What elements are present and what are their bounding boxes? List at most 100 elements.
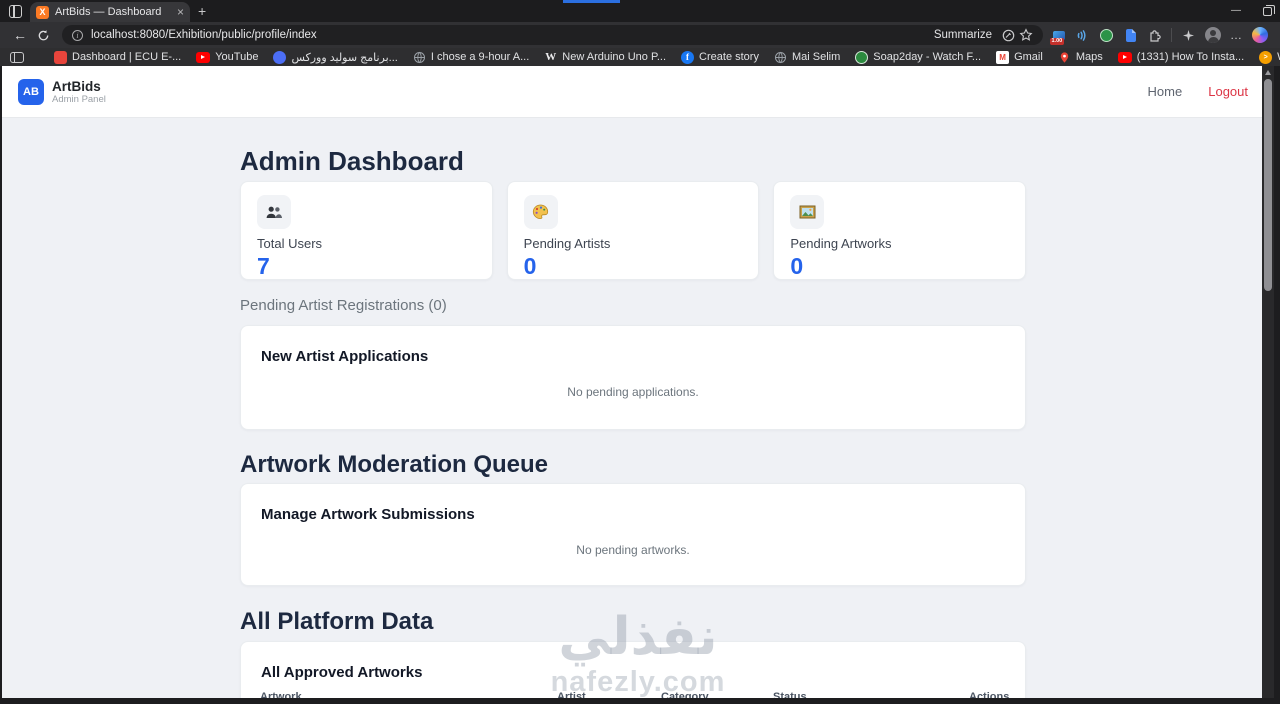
restore-button[interactable] bbox=[1263, 4, 1275, 16]
download-manager-extension-icon[interactable]: 1.00 bbox=[1050, 28, 1066, 45]
app-name: ArtBids bbox=[52, 78, 101, 94]
users-icon bbox=[257, 195, 291, 229]
bookmarks-bar: Dashboard | ECU E-... YouTube برنامج سول… bbox=[0, 48, 1280, 66]
new-tab-button[interactable]: + bbox=[198, 3, 207, 19]
bookmark-item[interactable]: Mai Selim bbox=[774, 51, 840, 64]
adblock-extension-icon[interactable] bbox=[1099, 28, 1114, 43]
palette-icon bbox=[523, 195, 558, 229]
stat-value: 0 bbox=[523, 253, 537, 279]
new-artist-applications-card: New Artist Applications No pending appli… bbox=[240, 325, 1026, 430]
section-title-platform-data: All Platform Data bbox=[240, 608, 434, 635]
empty-state-text: No pending artworks. bbox=[576, 543, 690, 557]
site-info-icon[interactable]: i bbox=[72, 29, 83, 41]
extensions-cluster: 1.00 … bbox=[1050, 27, 1272, 45]
side-panel-icon[interactable] bbox=[10, 51, 24, 63]
watch-favicon: > bbox=[1259, 50, 1273, 64]
stat-label: Pending Artworks bbox=[790, 236, 892, 251]
card-title: All Approved Artworks bbox=[261, 664, 423, 681]
bookmark-label: Soap2day - Watch F... bbox=[873, 51, 982, 63]
bookmark-item[interactable]: (1331) How To Insta... bbox=[1117, 51, 1244, 63]
globe-favicon bbox=[413, 51, 425, 63]
bookmark-item[interactable]: YouTube bbox=[196, 51, 258, 63]
bookmark-item[interactable]: W New Arduino Uno P... bbox=[544, 51, 666, 64]
facebook-favicon: f bbox=[681, 50, 695, 64]
favorites-star-icon[interactable] bbox=[1019, 28, 1033, 42]
docs-extension-icon[interactable] bbox=[1123, 28, 1138, 43]
bookmark-label: Create story bbox=[699, 51, 759, 63]
minimize-button[interactable]: — bbox=[1231, 5, 1241, 16]
stat-card-total-users: Total Users 7 bbox=[240, 181, 493, 280]
nav-logout-link[interactable]: Logout bbox=[1208, 84, 1248, 99]
bookmark-item[interactable]: f Create story bbox=[681, 50, 759, 64]
bookmark-label: Mai Selim bbox=[791, 51, 841, 63]
tab-title: ArtBids — Dashboard bbox=[55, 6, 162, 18]
audio-wave-extension-icon[interactable] bbox=[1075, 28, 1090, 43]
address-toolbar: ← i localhost:8080/Exhibition/public/pro… bbox=[0, 22, 1280, 48]
scrollbar-thumb[interactable] bbox=[1264, 79, 1272, 291]
toolbar-divider bbox=[1171, 28, 1172, 42]
scrollbar-up-arrow-icon[interactable] bbox=[1264, 70, 1271, 75]
app-header: AB ArtBids Admin Panel Home Logout bbox=[2, 66, 1274, 118]
bookmark-item[interactable]: Soap2day - Watch F... bbox=[855, 50, 982, 64]
tab-close-icon[interactable]: × bbox=[176, 5, 184, 19]
manage-artwork-submissions-card: Manage Artwork Submissions No pending ar… bbox=[240, 483, 1026, 586]
wikipedia-favicon: W bbox=[545, 51, 557, 63]
header-nav: Home Logout bbox=[1148, 84, 1248, 99]
all-approved-artworks-card: All Approved Artworks Artwork Artist Cat… bbox=[240, 641, 1026, 698]
column-header: Status bbox=[773, 691, 807, 698]
bookmark-item[interactable]: I chose a 9-hour A... bbox=[413, 51, 529, 64]
bookmark-item[interactable]: Maps bbox=[1058, 51, 1103, 64]
window-controls: — bbox=[1231, 0, 1275, 22]
column-header: Artist bbox=[557, 691, 586, 698]
extension-badge: 1.00 bbox=[1050, 37, 1064, 45]
bookmark-label: برنامج سوليد ووركس... bbox=[291, 51, 398, 64]
back-icon[interactable]: ← bbox=[13, 27, 27, 43]
bookmark-label: Dashboard | ECU E-... bbox=[72, 51, 182, 63]
page-title: Admin Dashboard bbox=[240, 146, 464, 176]
bookmark-label: Maps bbox=[1075, 51, 1103, 63]
nav-home-link[interactable]: Home bbox=[1147, 84, 1183, 99]
bookmark-item[interactable]: Dashboard | ECU E-... bbox=[54, 50, 182, 64]
bookmark-item[interactable]: > Watch Friends - Sea... bbox=[1259, 50, 1280, 64]
tab-strip: X ArtBids — Dashboard × + — bbox=[0, 0, 1280, 22]
bookmark-item[interactable]: M Gmail bbox=[996, 50, 1043, 64]
url-text[interactable]: localhost:8080/Exhibition/public/profile… bbox=[91, 29, 317, 41]
refresh-icon[interactable] bbox=[37, 29, 50, 42]
profile-avatar[interactable] bbox=[1205, 27, 1221, 43]
top-blue-indicator bbox=[563, 0, 620, 3]
summarize-icon[interactable] bbox=[1002, 29, 1015, 42]
stat-cards-row: Total Users 7 Pending Artists bbox=[240, 181, 1027, 280]
sparkle-icon[interactable] bbox=[1181, 28, 1196, 43]
globe-favicon bbox=[774, 51, 786, 63]
bookmark-label: YouTube bbox=[215, 51, 259, 63]
pending-registrations-label: Pending Artist Registrations (0) bbox=[240, 297, 447, 314]
stat-value: 0 bbox=[790, 253, 804, 279]
column-header: Artwork bbox=[260, 691, 302, 698]
solidworks-favicon bbox=[273, 50, 287, 64]
bookmark-label: Gmail bbox=[1014, 51, 1043, 63]
browser-tab[interactable]: X ArtBids — Dashboard × bbox=[30, 2, 190, 22]
maps-favicon bbox=[1060, 51, 1069, 63]
copilot-icon[interactable] bbox=[1252, 27, 1268, 43]
soap2day-favicon bbox=[855, 50, 869, 64]
stat-card-pending-artworks: Pending Artworks 0 bbox=[773, 181, 1027, 280]
youtube-favicon bbox=[196, 51, 211, 63]
app-subtitle: Admin Panel bbox=[52, 93, 106, 105]
card-title: New Artist Applications bbox=[261, 348, 429, 365]
empty-state-text: No pending applications. bbox=[567, 385, 699, 399]
section-title-moderation: Artwork Moderation Queue bbox=[240, 451, 549, 478]
tab-workspaces-icon[interactable] bbox=[9, 4, 22, 18]
picture-icon bbox=[790, 195, 825, 229]
brand-block: ArtBids Admin Panel bbox=[52, 79, 106, 105]
summarize-button[interactable]: Summarize bbox=[933, 29, 992, 41]
address-bar[interactable]: i localhost:8080/Exhibition/public/profi… bbox=[62, 25, 1043, 45]
stat-card-pending-artists: Pending Artists 0 bbox=[506, 181, 760, 280]
bookmark-item[interactable]: برنامج سوليد ووركس... bbox=[273, 50, 398, 64]
dashboard-container: Admin Dashboard Total Users 7 bbox=[240, 144, 1027, 698]
column-header: Category bbox=[661, 691, 709, 698]
page-scrollbar[interactable] bbox=[1262, 66, 1274, 698]
page-viewport: AB ArtBids Admin Panel Home Logout Admin… bbox=[2, 66, 1274, 698]
browser-menu-icon[interactable]: … bbox=[1230, 28, 1243, 42]
extensions-puzzle-icon[interactable] bbox=[1147, 28, 1162, 43]
